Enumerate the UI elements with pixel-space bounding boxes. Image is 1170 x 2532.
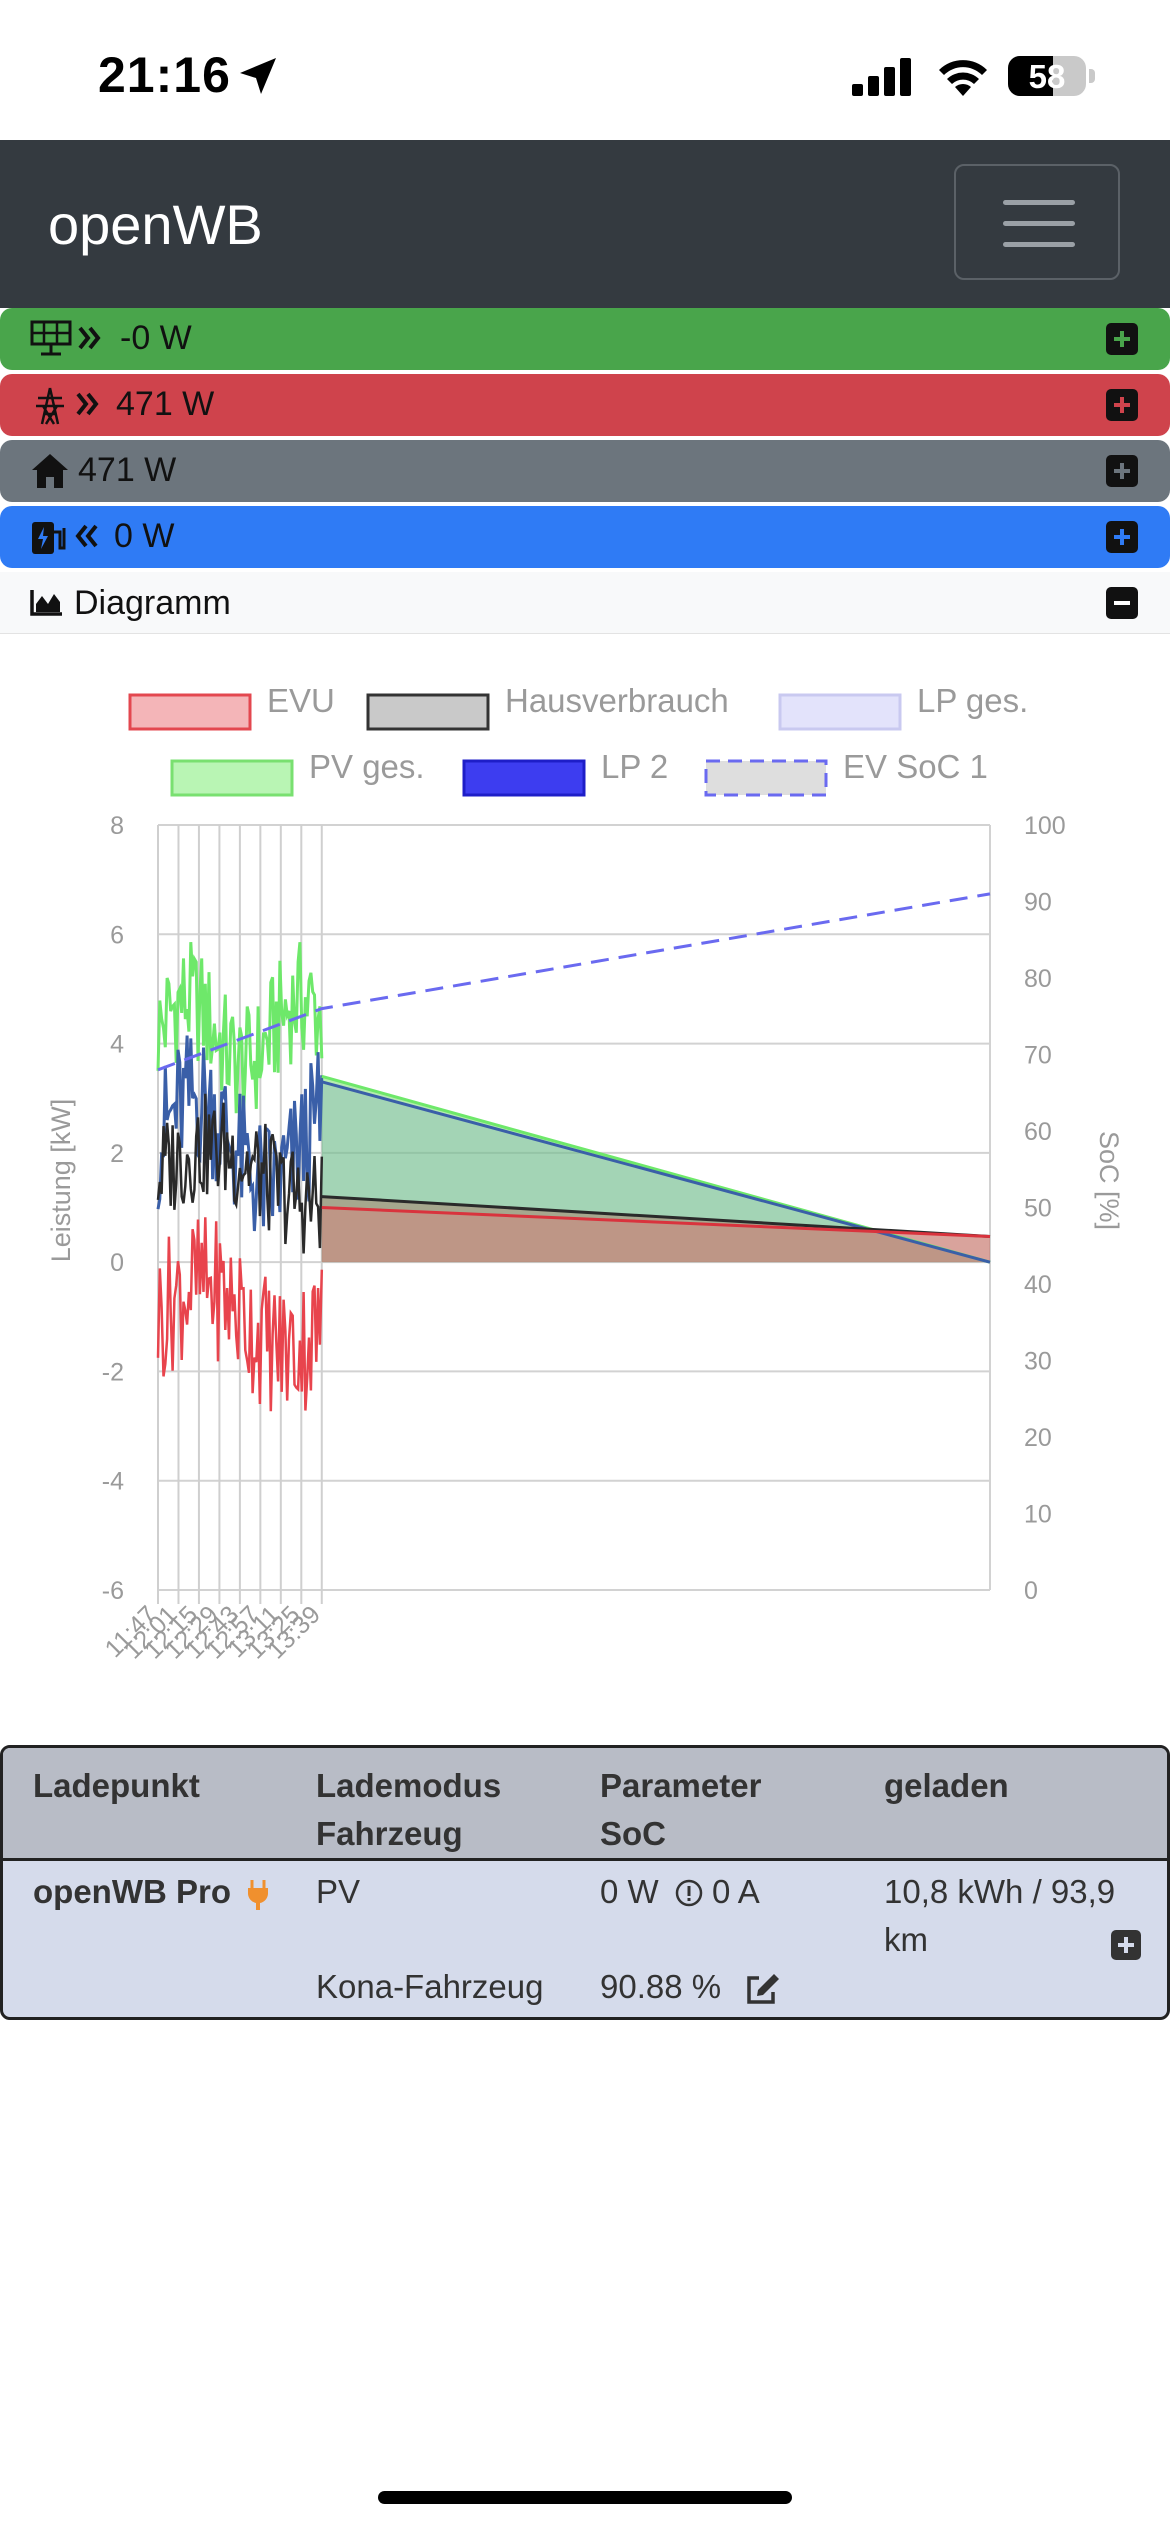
signal-icon: [852, 58, 911, 96]
chart-lines: [156, 892, 991, 1412]
y-tick-label: 8: [110, 812, 124, 840]
legend-label-1: Hausverbrauch: [505, 682, 729, 719]
y-axis-title: Leistung [kW]: [46, 1099, 76, 1263]
house-history-line: [156, 1093, 324, 1254]
diagram-header[interactable]: Diagramm: [0, 572, 1170, 634]
header-soc: SoC: [600, 1815, 666, 1852]
evu-area: [321, 1207, 990, 1263]
charge-current: 0 A: [712, 1873, 760, 1910]
chart-legend: EVU Hausverbrauch LP ges. PV ges. LP 2 EV SoC…: [128, 682, 1028, 797]
chargepoint-expand-icon[interactable]: [1106, 521, 1138, 553]
evu-line: [321, 1206, 991, 1238]
brand-title[interactable]: openWB: [48, 193, 263, 256]
status-bar: 21:16 58: [0, 0, 1170, 140]
diagram-title: Diagramm: [74, 584, 231, 622]
grid-power-row[interactable]: 471 W: [0, 374, 1170, 436]
y-tick-label: 4: [110, 1031, 124, 1059]
menu-toggle-button[interactable]: [954, 164, 1120, 280]
grid-expand-icon[interactable]: [1106, 389, 1138, 421]
header-parameter: Parameter: [600, 1767, 762, 1804]
house-expand-icon[interactable]: [1106, 455, 1138, 487]
battery-level: 58: [1028, 58, 1066, 95]
house-line: [321, 1195, 991, 1238]
house-power-row[interactable]: 471 W: [0, 440, 1170, 502]
legend-label-2: LP ges.: [917, 682, 1028, 719]
legend-swatch-5: [704, 759, 828, 797]
charged-energy: 10,8 kWh / 93,9: [884, 1873, 1116, 1910]
y-tick-label: 2: [110, 1140, 124, 1168]
edit-icon[interactable]: [745, 1972, 781, 2006]
y-tick-label: 0: [110, 1249, 124, 1277]
row-expand-icon[interactable]: [1111, 1930, 1141, 1960]
charged-range-unit: km: [884, 1921, 928, 1958]
y2-tick-label: 0: [1024, 1577, 1038, 1605]
pv-power-value: -0 W: [120, 319, 192, 357]
info-circle-icon: [675, 1879, 703, 1907]
header-lademodus: Lademodus: [316, 1767, 502, 1804]
location-arrow-icon: [240, 58, 276, 94]
soc-line: [157, 892, 991, 1072]
home-icon: [32, 454, 68, 488]
legend-swatch-1: [366, 693, 490, 731]
header-ladepunkt: Ladepunkt: [33, 1767, 200, 1804]
navbar: openWB: [0, 140, 1170, 308]
y2-tick-label: 80: [1024, 965, 1052, 993]
y2-tick-label: 40: [1024, 1271, 1052, 1299]
chargepoint-name[interactable]: openWB Pro: [33, 1873, 231, 1910]
charge-power: 0 W: [600, 1873, 659, 1910]
area-chart-icon: [30, 590, 62, 616]
y-tick-label: -6: [102, 1577, 124, 1605]
y2-tick-label: 50: [1024, 1195, 1052, 1223]
chargepoint-power-value: 0 W: [114, 517, 175, 555]
house-power-value: 471 W: [78, 451, 177, 489]
y2-tick-label: 100: [1024, 812, 1066, 840]
wifi-icon: [939, 60, 987, 96]
y2-tick-label: 70: [1024, 1042, 1052, 1070]
chargepoint-table: Ladepunkt Lademodus Fahrzeug Parameter S…: [0, 1745, 1170, 2020]
chargepoint-power-row[interactable]: 0 W: [0, 506, 1170, 568]
solar-panel-icon: [30, 320, 101, 356]
plug-icon: [248, 1880, 268, 1910]
y2-tick-label: 60: [1024, 1118, 1052, 1146]
home-indicator: [378, 2491, 792, 2504]
lp-history-line: [156, 1035, 324, 1232]
diagram-collapse-icon[interactable]: [1106, 587, 1138, 619]
legend-swatch-4: [462, 759, 586, 797]
legend-label-5: EV SoC 1: [843, 748, 988, 785]
y2-axis-title: SoC [%]: [1094, 1131, 1124, 1230]
charge-mode[interactable]: PV: [316, 1873, 361, 1910]
header-fahrzeug: Fahrzeug: [316, 1815, 463, 1852]
y-tick-label: -2: [102, 1358, 124, 1386]
evu-history-line: [156, 1217, 324, 1412]
legend-swatch-3: [170, 759, 294, 797]
legend-label-3: PV ges.: [309, 748, 425, 785]
y2-tick-label: 30: [1024, 1348, 1052, 1376]
y2-tick-label: 10: [1024, 1501, 1052, 1529]
battery-icon: 58: [1008, 56, 1086, 96]
power-tower-icon: [36, 387, 99, 425]
power-chart: EVU Hausverbrauch LP ges. PV ges. LP 2 EV SoC…: [46, 682, 1124, 1664]
y-tick-label: -4: [102, 1468, 124, 1496]
legend-swatch-2: [778, 693, 902, 731]
vehicle-soc: 90.88 %: [600, 1968, 722, 2005]
y2-tick-label: 20: [1024, 1424, 1052, 1452]
pv-history-line: [156, 942, 324, 1115]
table-header: Ladepunkt Lademodus Fahrzeug Parameter S…: [3, 1748, 1167, 1861]
legend-label-4: LP 2: [601, 748, 668, 785]
y-tick-label: 6: [110, 921, 124, 949]
pv-power-row[interactable]: -0 W: [0, 308, 1170, 370]
grid-power-value: 471 W: [116, 385, 215, 423]
legend-swatch-0: [128, 693, 252, 731]
status-time: 21:16: [98, 47, 231, 103]
legend-label-0: EVU: [267, 682, 335, 719]
pv-expand-icon[interactable]: [1106, 323, 1138, 355]
y2-tick-label: 90: [1024, 889, 1052, 917]
vehicle-name[interactable]: Kona-Fahrzeug: [316, 1968, 544, 2005]
header-geladen: geladen: [884, 1767, 1009, 1804]
charging-station-icon: [32, 522, 98, 554]
house-area: [321, 1196, 990, 1263]
